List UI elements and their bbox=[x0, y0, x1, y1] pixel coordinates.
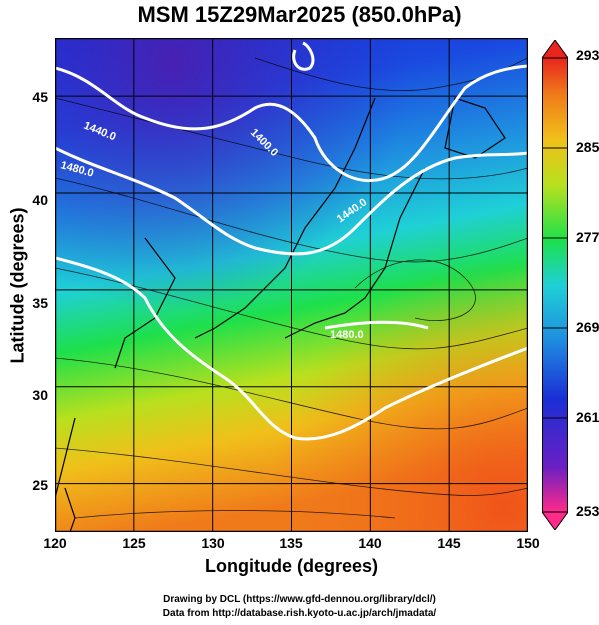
coastlines bbox=[55, 97, 506, 532]
colorbar-tick-label: 269 bbox=[576, 319, 599, 335]
contour-lines bbox=[55, 41, 528, 441]
temperature-map: 1440.0 1400.0 1480.0 1440.0 1480.0 bbox=[55, 38, 528, 532]
y-tick-label: 40 bbox=[32, 192, 48, 208]
streamlines bbox=[55, 57, 528, 519]
y-tick-label: 30 bbox=[32, 387, 48, 403]
grid-lines bbox=[55, 38, 528, 532]
colorbar-tick-label: 293 bbox=[576, 47, 599, 63]
y-tick-label: 45 bbox=[32, 89, 48, 105]
x-tick-label: 125 bbox=[122, 535, 146, 551]
y-tick-label: 25 bbox=[32, 477, 48, 493]
x-tick-label: 150 bbox=[516, 535, 540, 551]
credits-line-2: Data from http://database.rish.kyoto-u.a… bbox=[162, 608, 437, 619]
colorbar-top-arrow bbox=[542, 40, 568, 59]
colorbar-bottom-arrow bbox=[542, 511, 568, 530]
map-frame bbox=[55, 38, 528, 532]
x-tick-label: 120 bbox=[43, 535, 67, 551]
map-title: MSM 15Z29Mar2025 (850.0hPa) bbox=[137, 2, 462, 27]
x-axis-title: Longitude (degrees) bbox=[204, 556, 378, 576]
colorbar-tick-label: 277 bbox=[576, 229, 599, 245]
x-tick-label: 135 bbox=[279, 535, 303, 551]
colorbar-tick-label: 285 bbox=[576, 139, 599, 155]
y-axis-title: Latitude (degrees) bbox=[7, 207, 28, 364]
x-tick-label: 145 bbox=[437, 535, 461, 551]
colorbar-tick-label: 253 bbox=[576, 503, 599, 519]
x-tick-label: 140 bbox=[358, 535, 382, 551]
y-tick-label: 35 bbox=[32, 295, 48, 311]
x-tick-label: 130 bbox=[201, 535, 225, 551]
contour-label: 1480.0 bbox=[330, 329, 364, 341]
credits-line-1: Drawing by DCL (https://www.gfd-dennou.o… bbox=[163, 594, 436, 605]
colorbar bbox=[542, 40, 568, 530]
colorbar-tick-label: 261 bbox=[576, 409, 599, 425]
colorbar-gradient bbox=[542, 57, 568, 513]
